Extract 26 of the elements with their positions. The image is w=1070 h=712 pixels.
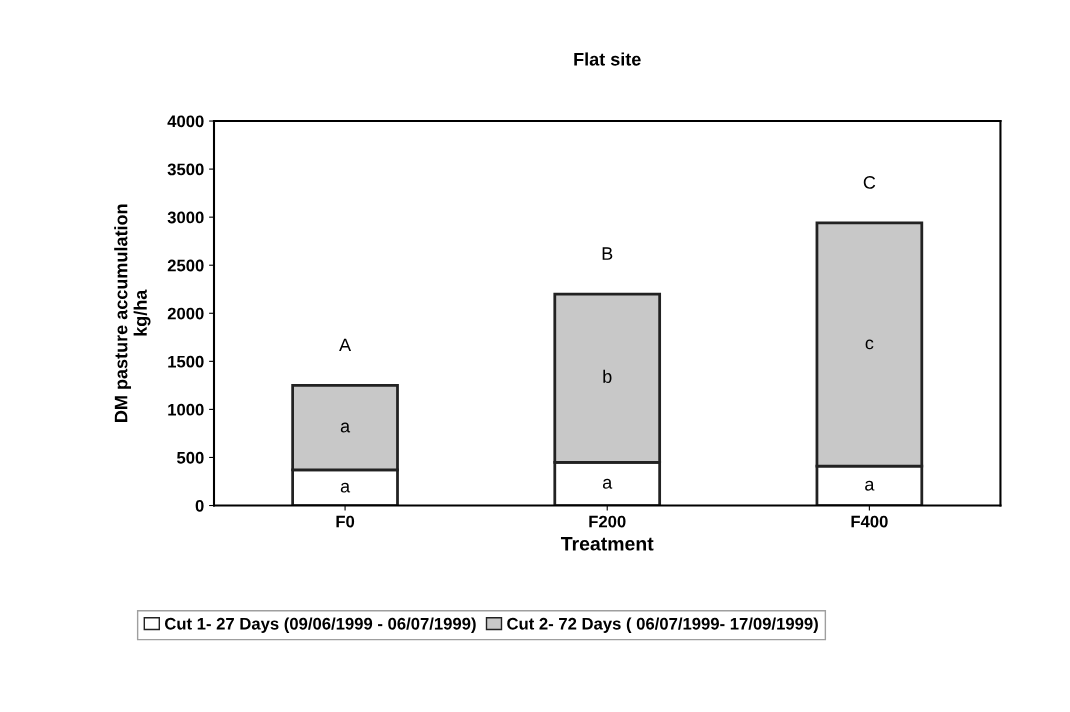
chart-title: Flat site [574, 52, 641, 66]
data-label: a [340, 482, 351, 493]
legend-label: Cut 2- 72 Days ( 06/07/1999- 17/09/1999) [507, 617, 818, 633]
x-axis-title: Treatment [560, 537, 654, 551]
y-tick-label: 2000 [167, 307, 204, 320]
y-axis-title: DM pasture accumulation kg/ha [114, 204, 151, 422]
legend-label: Cut 1- 27 Days (09/06/1999 - 06/07/1999) [164, 617, 476, 633]
data-label: c [865, 339, 874, 350]
y-tick-label: 3500 [167, 163, 204, 176]
total-label: B [602, 247, 613, 260]
y-tick-label: 4000 [167, 115, 204, 128]
x-tick-label: F0 [336, 515, 355, 528]
y-tick-label: 1000 [168, 403, 204, 416]
x-tick-label: F200 [589, 515, 626, 528]
y-tick-label: 1500 [168, 355, 204, 368]
y-tick-label: 0 [195, 499, 204, 512]
data-label: a [865, 480, 875, 491]
total-label: C [863, 176, 876, 189]
y-tick-label: 2500 [167, 259, 204, 272]
data-label: a [340, 422, 351, 433]
y-tick-label: 500 [176, 451, 204, 464]
total-label: A [339, 338, 352, 352]
data-label: b [603, 369, 612, 384]
x-tick-label: F400 [851, 515, 888, 528]
y-tick-label: 3000 [167, 211, 204, 224]
data-label: a [602, 478, 613, 489]
